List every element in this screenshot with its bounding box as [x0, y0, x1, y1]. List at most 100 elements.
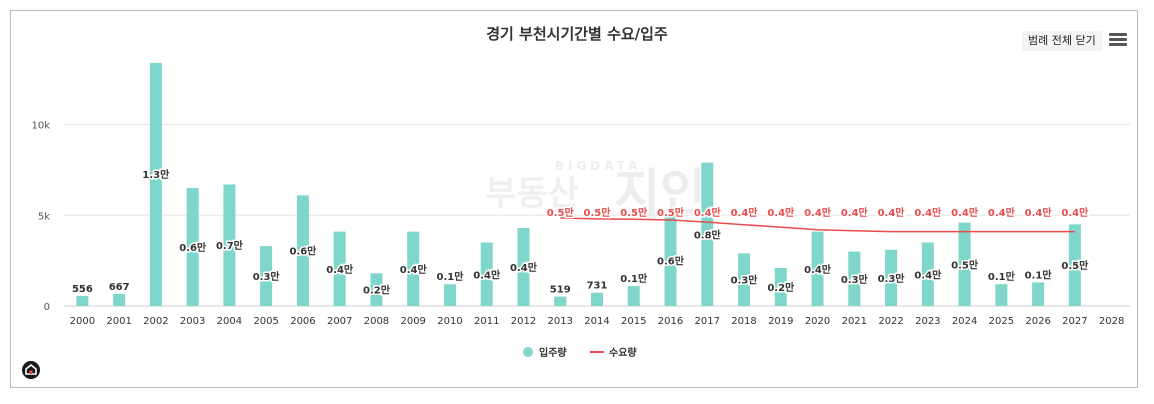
line-data-label: 0.4만	[1061, 206, 1089, 219]
x-tick-label: 2028	[1099, 316, 1124, 327]
bar	[591, 292, 603, 306]
bar	[407, 231, 420, 306]
line-data-label: 0.4만	[731, 206, 759, 219]
x-tick-label: 2022	[878, 316, 903, 327]
line-data-label: 0.4만	[988, 206, 1016, 219]
x-tick-label: 2010	[437, 316, 462, 327]
line-data-label: 0.5만	[657, 206, 685, 219]
x-tick-label: 2019	[768, 316, 793, 327]
bar	[554, 296, 567, 306]
bar	[627, 286, 640, 306]
bar	[260, 246, 273, 306]
bar-data-label: 0.1만	[620, 272, 648, 285]
x-tick-label: 2012	[511, 316, 536, 327]
hamburger-menu-icon[interactable]	[1109, 33, 1127, 47]
bar	[223, 184, 236, 306]
line-data-label: 0.4만	[841, 206, 869, 219]
legend-line-label: 수요량	[609, 347, 637, 359]
bar	[443, 284, 456, 306]
bar	[186, 188, 199, 306]
bar	[149, 62, 162, 307]
bar	[113, 293, 126, 306]
bar-data-label: 0.3만	[878, 272, 906, 285]
bar	[76, 295, 89, 306]
x-tick-label: 2013	[548, 316, 573, 327]
x-tick-label: 2002	[143, 316, 168, 327]
x-tick-label: 2027	[1062, 316, 1087, 327]
bar-data-label: 0.1만	[1025, 268, 1053, 281]
y-tick-label: 5k	[38, 211, 50, 222]
legend-bar-label: 입주량	[539, 346, 567, 359]
bar	[480, 242, 493, 306]
x-tick-label: 2020	[805, 316, 830, 327]
x-tick-label: 2016	[658, 316, 683, 327]
bar	[664, 215, 677, 306]
bar-data-label: 0.4만	[914, 268, 942, 281]
bar-data-label: 0.4만	[473, 268, 501, 281]
bar-data-label: 0.3만	[731, 274, 759, 287]
x-tick-label: 2003	[180, 316, 205, 327]
bar-data-label: 556	[72, 284, 93, 295]
x-tick-label: 2024	[952, 316, 977, 327]
bar	[738, 253, 751, 306]
bar-data-label: 731	[587, 281, 608, 292]
line-data-label: 0.4만	[694, 206, 722, 219]
bar-data-label: 0.2만	[767, 281, 795, 294]
bar	[811, 231, 824, 306]
line-data-label: 0.4만	[767, 206, 795, 219]
bar-data-label: 0.1만	[437, 270, 465, 283]
chart-title: 경기 부천시기간별 수요/입주	[486, 25, 668, 43]
bar	[1032, 282, 1045, 306]
bar-data-label: 1.3만	[142, 168, 170, 181]
bar	[774, 267, 787, 306]
bar	[848, 251, 861, 306]
x-tick-label: 2018	[731, 316, 756, 327]
demand-line	[560, 217, 1075, 233]
x-tick-label: 2026	[1025, 316, 1050, 327]
bar-data-label: 667	[109, 282, 130, 293]
bar-data-label: 0.4만	[326, 263, 354, 276]
line-data-label: 0.4만	[1025, 206, 1053, 219]
bar-data-label: 0.3만	[253, 270, 281, 283]
bar	[333, 231, 346, 306]
home-logo-icon[interactable]	[22, 361, 40, 379]
bar	[995, 284, 1008, 306]
x-tick-label: 2008	[364, 316, 389, 327]
x-tick-label: 2021	[842, 316, 867, 327]
line-data-label: 0.5만	[584, 206, 612, 219]
x-tick-label: 2007	[327, 316, 352, 327]
y-tick-label: 0	[44, 302, 50, 313]
line-data-label: 0.4만	[914, 206, 942, 219]
bar-data-label: 0.6만	[289, 245, 317, 258]
bar-data-label: 0.3만	[841, 273, 869, 286]
line-data-label: 0.4만	[804, 206, 832, 219]
bar-data-label: 519	[550, 285, 571, 296]
bar-data-label: 0.4만	[804, 263, 832, 276]
x-tick-label: 2001	[106, 316, 131, 327]
bar	[296, 195, 309, 306]
bar	[1068, 224, 1081, 306]
bar	[885, 249, 898, 306]
bar-data-label: 0.8만	[694, 228, 722, 241]
bar-data-label: 0.5만	[1061, 259, 1089, 272]
bar	[370, 273, 383, 306]
x-tick-label: 2000	[70, 316, 95, 327]
bar	[701, 162, 714, 306]
x-tick-label: 2023	[915, 316, 940, 327]
y-tick-label: 10k	[31, 121, 50, 132]
line-data-label: 0.5만	[547, 206, 575, 219]
bar-data-label: 0.4만	[400, 263, 428, 276]
legend-bar-marker	[523, 347, 533, 357]
x-tick-label: 2011	[474, 316, 499, 327]
bar-data-label: 0.2만	[363, 284, 391, 297]
legend-toggle-button[interactable]: 범례 전체 닫기	[1022, 31, 1102, 51]
line-data-label: 0.5만	[620, 206, 648, 219]
bar-data-label: 0.6만	[657, 255, 685, 268]
bar	[958, 222, 971, 306]
x-tick-label: 2025	[989, 316, 1014, 327]
bar-data-label: 0.4만	[510, 261, 538, 274]
bar-data-label: 0.1만	[988, 270, 1016, 283]
bar-data-label: 0.7만	[216, 239, 244, 252]
bar-data-label: 0.6만	[179, 241, 207, 254]
x-tick-label: 2004	[217, 316, 242, 327]
